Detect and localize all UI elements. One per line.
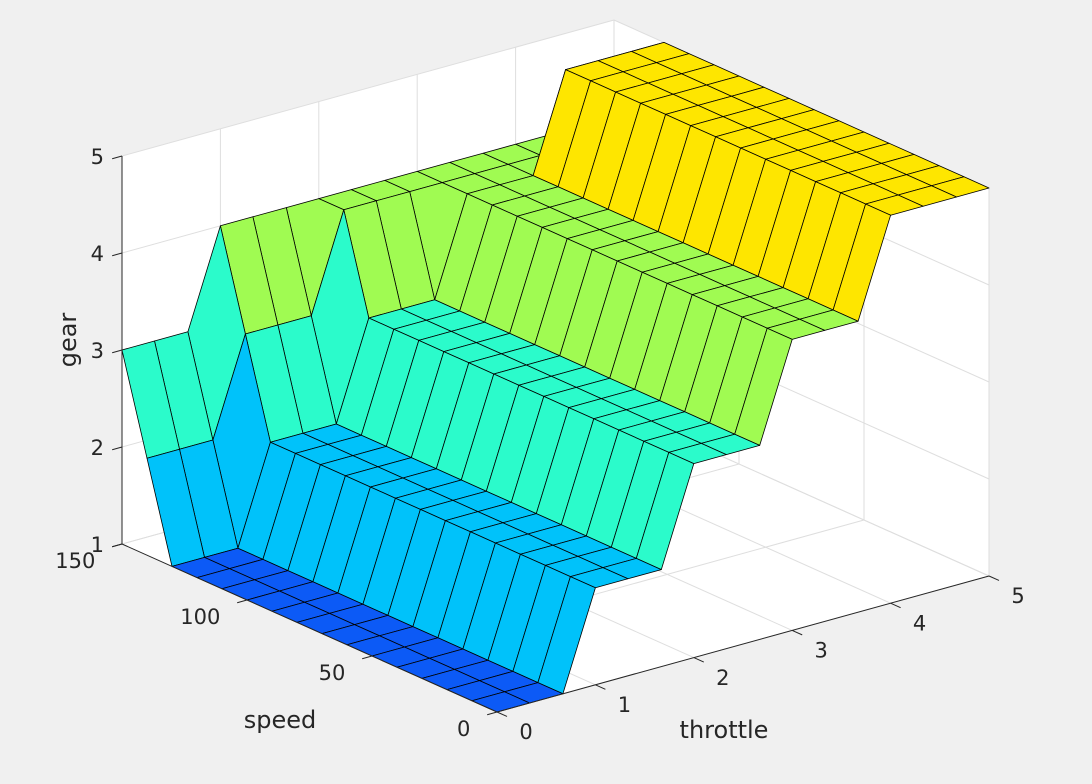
- y-tick-mark: [237, 599, 248, 604]
- y-axis-label: speed: [244, 706, 317, 734]
- x-tick-label: 1: [618, 693, 631, 717]
- y-tick-label: 50: [319, 661, 346, 685]
- z-tick-label: 1: [91, 533, 104, 557]
- x-tick-mark: [988, 575, 1000, 581]
- x-tick-label: 0: [519, 720, 532, 744]
- y-axis-line: [121, 543, 498, 713]
- z-tick-label: 5: [91, 145, 104, 169]
- x-tick-mark: [693, 657, 705, 663]
- x-axis-label: throttle: [680, 716, 769, 744]
- z-axis-label: gear: [54, 313, 82, 368]
- y-tick-label: 150: [55, 549, 95, 573]
- z-tick-label: 4: [91, 242, 104, 266]
- z-tick-mark: [112, 446, 123, 451]
- x-tick-label: 5: [1011, 584, 1024, 608]
- x-tick-label: 2: [716, 666, 729, 690]
- x-tick-mark: [496, 711, 508, 717]
- x-axis-line: [496, 575, 990, 713]
- x-tick-label: 3: [815, 639, 828, 663]
- z-tick-mark: [112, 543, 123, 548]
- z-tick-mark: [112, 155, 123, 160]
- z-tick-label: 3: [91, 339, 104, 363]
- surface-mesh: [121, 42, 990, 713]
- z-tick-mark: [112, 252, 123, 257]
- z-tick-mark: [112, 349, 123, 354]
- y-tick-mark: [487, 711, 498, 716]
- x-tick-mark: [595, 684, 606, 690]
- x-tick-mark: [890, 602, 901, 609]
- y-tick-label: 0: [457, 717, 470, 741]
- y-tick-label: 100: [180, 605, 220, 629]
- grid-line-z-back: [121, 19, 615, 157]
- y-tick-mark: [362, 655, 373, 660]
- x-tick-label: 4: [913, 611, 926, 635]
- x-tick-mark: [791, 629, 803, 636]
- z-tick-label: 2: [91, 436, 104, 460]
